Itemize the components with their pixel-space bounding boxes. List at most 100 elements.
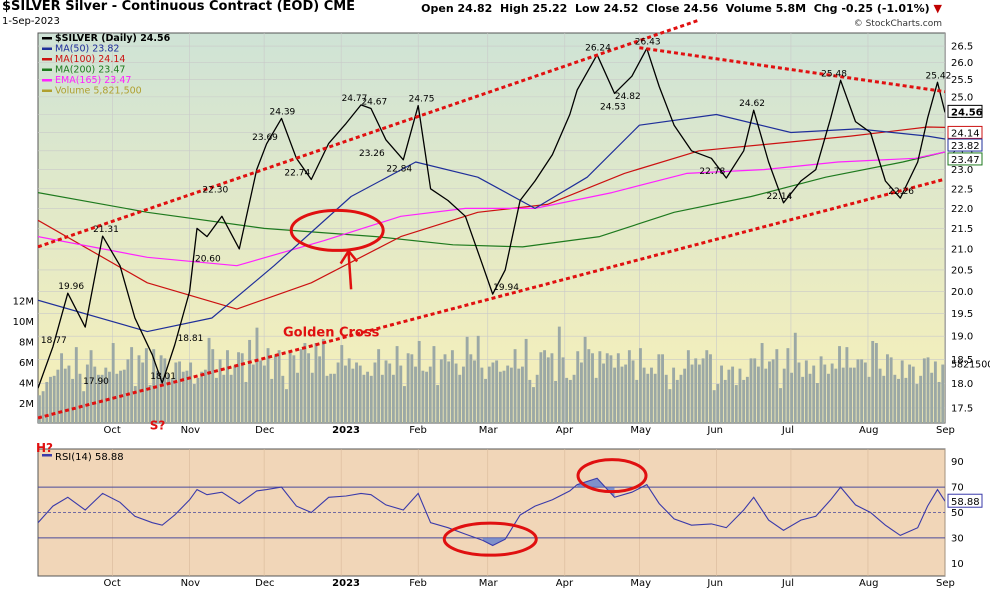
volume-bar <box>627 350 631 423</box>
volume-bar <box>325 375 329 423</box>
price-tick-label: 20.0 <box>951 287 973 298</box>
price-tick-label: 18.0 <box>951 379 973 390</box>
open-value: 24.82 <box>457 2 493 15</box>
volume-value: 5.8M <box>775 2 807 15</box>
volume-bar <box>561 357 565 423</box>
volume-bar <box>543 350 547 423</box>
rsi-line <box>38 477 945 547</box>
volume-bar <box>690 364 694 423</box>
price-tick-label: 26.5 <box>951 42 973 53</box>
volume-bar <box>362 374 366 423</box>
price-point-label: 22.30 <box>202 186 228 196</box>
price-x-label: Jul <box>781 425 794 436</box>
price-point-label: 21.31 <box>93 225 119 235</box>
price-point-label: 22.78 <box>699 167 725 177</box>
volume-bar <box>701 358 705 423</box>
price-tick-label: 21.0 <box>951 244 973 255</box>
volume-bar <box>517 368 521 423</box>
volume-bar <box>307 353 311 423</box>
price-point-label: 23.26 <box>359 149 385 159</box>
volume-bar <box>897 378 900 423</box>
volume-bar <box>181 371 185 423</box>
volume-bar <box>476 335 480 423</box>
volume-bar <box>709 354 712 423</box>
volume-bar <box>167 373 170 423</box>
rsi-x-label: May <box>630 578 651 589</box>
volume-tick-label: 10M <box>13 317 34 328</box>
volume-tick-label: 8M <box>19 338 34 349</box>
volume-bar <box>259 360 263 423</box>
volume-bar <box>255 327 259 423</box>
volume-bar <box>646 373 650 423</box>
rsi-legend-label: RSI(14) 58.88 <box>55 452 124 463</box>
volume-bar <box>332 373 336 423</box>
volume-bar <box>130 347 134 423</box>
volume-bar <box>768 361 771 423</box>
price-x-label: Aug <box>859 425 879 436</box>
volume-bar <box>233 365 237 423</box>
volume-bar <box>89 350 93 423</box>
legend-item: MA(200) 23.47 <box>55 65 125 76</box>
volume-bar <box>115 373 119 423</box>
volume-bar <box>672 367 676 423</box>
volume-bar <box>502 370 506 423</box>
volume-bar <box>657 354 661 423</box>
volume-bar <box>605 353 609 423</box>
volume-bar <box>683 368 687 423</box>
volume-bar <box>878 368 882 423</box>
volume-bar <box>926 357 930 423</box>
volume-bar <box>244 381 248 423</box>
volume-bar <box>454 363 458 423</box>
volume-bar <box>377 349 381 423</box>
volume-bar <box>321 338 325 423</box>
open-label: Open <box>421 2 454 15</box>
volume-bar <box>579 362 583 423</box>
volume-bar <box>760 343 764 423</box>
volume-bar <box>513 349 517 423</box>
value-box-label: 23.47 <box>951 155 980 166</box>
rsi-x-label: Nov <box>181 578 201 589</box>
volume-bar <box>532 387 535 423</box>
price-tick-label: 22.5 <box>951 184 973 195</box>
rsi-x-label: Mar <box>479 578 499 589</box>
volume-bar <box>248 339 252 423</box>
golden-cross-arrow <box>347 253 353 290</box>
volume-bar <box>782 368 786 423</box>
volume-bar <box>108 371 111 423</box>
volume-bar <box>421 370 425 423</box>
volume-bar <box>834 368 838 423</box>
volume-bar <box>403 386 406 423</box>
price-point-label: 17.90 <box>83 377 109 387</box>
price-point-label: 24.82 <box>615 92 641 102</box>
volume-bar <box>664 374 668 423</box>
volume-bar <box>310 372 314 423</box>
volume-bar <box>554 380 558 423</box>
volume-bar <box>915 384 919 423</box>
volume-bar <box>45 381 49 423</box>
price-tick-label: 21.5 <box>951 224 973 235</box>
volume-bar <box>753 358 757 423</box>
change-value: -0.25 (-1.01%) <box>841 2 930 15</box>
volume-bar <box>539 352 543 423</box>
volume-bar <box>163 358 167 423</box>
volume-bar <box>314 343 318 423</box>
legend-swatch <box>42 89 52 92</box>
price-x-label: Nov <box>181 425 201 436</box>
volume-bar <box>845 347 849 423</box>
volume-bar <box>436 385 440 423</box>
volume-bar <box>329 373 333 423</box>
volume-bar <box>41 391 45 423</box>
volume-bar <box>856 359 860 423</box>
price-point-label: 24.62 <box>739 99 765 109</box>
volume-bar <box>642 367 646 423</box>
legend-swatch <box>42 47 52 50</box>
volume-bar <box>85 364 89 423</box>
price-tick-label: 19.5 <box>951 309 973 320</box>
volume-bar <box>849 367 853 423</box>
volume-bar <box>406 353 410 423</box>
volume-bar <box>705 350 709 423</box>
volume-bar <box>889 357 893 423</box>
price-x-label: Jun <box>706 425 723 436</box>
volume-bar <box>808 373 812 423</box>
volume-bar <box>207 337 211 423</box>
